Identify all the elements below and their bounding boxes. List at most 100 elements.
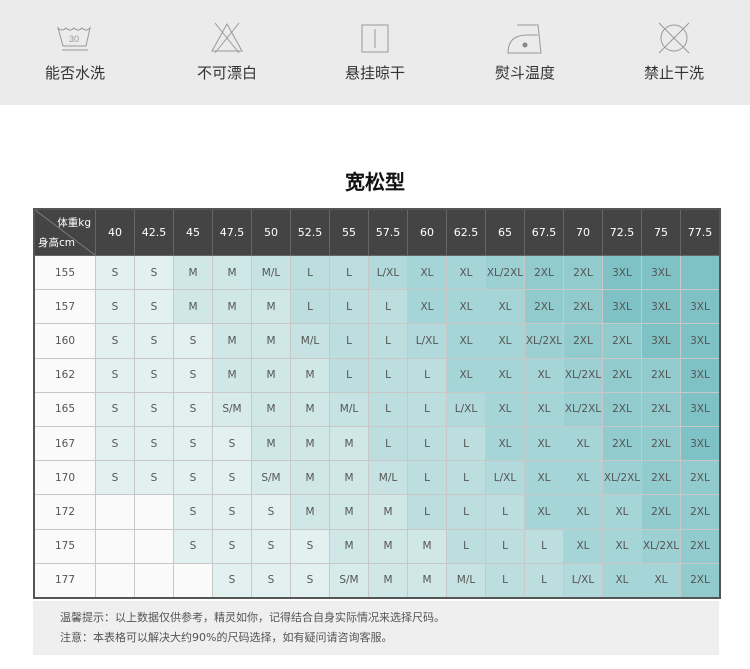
size-cell: S bbox=[212, 494, 252, 530]
size-cell: XL bbox=[446, 289, 486, 325]
size-cell: L bbox=[368, 425, 408, 462]
size-cell: L/XL bbox=[368, 254, 408, 291]
size-cell: S bbox=[173, 460, 213, 496]
size-cell: 2XL bbox=[641, 425, 681, 462]
header-row: 体重kg 身高cm 40 42.5 45 47.5 50 52.5 55 57.5 60 62.5… bbox=[33, 208, 721, 256]
size-cell: S bbox=[134, 357, 174, 393]
size-cell: 2XL bbox=[680, 460, 721, 496]
size-cell: S bbox=[173, 391, 213, 427]
weight-header: 65 bbox=[485, 208, 525, 256]
weight-header: 67.5 bbox=[524, 208, 564, 256]
size-cell: XL bbox=[524, 494, 564, 530]
size-cell: 2XL bbox=[680, 528, 721, 564]
size-cell: S bbox=[173, 528, 213, 564]
size-cell: L bbox=[524, 528, 564, 564]
size-cell: M bbox=[212, 289, 252, 325]
size-cell: 2XL bbox=[524, 289, 564, 325]
size-cell: L bbox=[407, 494, 447, 530]
size-cell: 3XL bbox=[680, 357, 721, 393]
size-cell: L bbox=[329, 323, 369, 359]
weight-header: 47.5 bbox=[212, 208, 252, 256]
care-dry: 悬挂晾干 bbox=[315, 20, 435, 83]
size-cell: L bbox=[368, 391, 408, 427]
size-cell: S bbox=[134, 254, 174, 291]
size-cell: M bbox=[173, 254, 213, 291]
size-cell: L/XL bbox=[407, 323, 447, 359]
page-title: 宽松型 bbox=[345, 170, 405, 194]
size-cell: M bbox=[368, 528, 408, 564]
size-cell: M bbox=[212, 357, 252, 393]
weight-header: 62.5 bbox=[446, 208, 486, 256]
size-cell: 2XL bbox=[524, 254, 564, 291]
care-label: 能否水洗 bbox=[44, 64, 105, 82]
size-cell: S bbox=[95, 460, 135, 496]
size-cell: S bbox=[251, 562, 291, 599]
size-cell: 3XL bbox=[602, 254, 642, 291]
size-cell: S bbox=[134, 391, 174, 427]
size-cell: L bbox=[446, 528, 486, 564]
size-cell: XL bbox=[446, 323, 486, 359]
size-cell: XL bbox=[563, 425, 603, 462]
size-cell: S/M bbox=[212, 391, 252, 427]
height-cell: 155 bbox=[33, 254, 96, 291]
size-cell: L bbox=[446, 425, 486, 462]
size-cell: S bbox=[251, 528, 291, 564]
size-cell: M bbox=[290, 460, 330, 496]
size-cell: XL bbox=[563, 494, 603, 530]
size-cell: XL/2XL bbox=[563, 391, 603, 427]
size-cell: M bbox=[407, 562, 447, 599]
size-cell: 3XL bbox=[680, 425, 721, 462]
size-cell: XL bbox=[485, 391, 525, 427]
size-cell: XL bbox=[485, 289, 525, 325]
weight-header: 52.5 bbox=[290, 208, 330, 256]
size-cell: S bbox=[212, 460, 252, 496]
size-cell bbox=[173, 562, 213, 599]
size-cell: M bbox=[251, 357, 291, 393]
care-iron: 熨斗温度 bbox=[465, 20, 585, 83]
size-cell: 2XL bbox=[680, 562, 721, 599]
table-row: 170 S S S S S/M M M M/L L L L/XL XL XL XL/2XL 2XL 2XL bbox=[33, 460, 721, 496]
size-cell: S bbox=[290, 528, 330, 564]
size-cell: M bbox=[251, 425, 291, 462]
size-cell: L bbox=[485, 562, 525, 599]
size-cell bbox=[95, 528, 135, 564]
size-cell: L bbox=[407, 357, 447, 393]
size-cell: 2XL bbox=[641, 357, 681, 393]
care-label: 禁止干洗 bbox=[643, 64, 704, 82]
no-dry-clean-icon bbox=[658, 22, 690, 54]
size-cell: M bbox=[251, 323, 291, 359]
size-cell: XL bbox=[524, 460, 564, 496]
care-label: 不可漂白 bbox=[196, 64, 257, 82]
size-cell bbox=[134, 562, 174, 599]
size-cell: L bbox=[407, 425, 447, 462]
size-cell: XL bbox=[602, 528, 642, 564]
height-cell: 172 bbox=[33, 494, 96, 530]
size-cell: 3XL bbox=[680, 289, 721, 325]
size-cell: XL bbox=[446, 254, 486, 291]
care-instructions-bar: 30 能否水洗 不可漂白 悬挂晾干 熨斗温度 禁止干洗 bbox=[0, 0, 750, 105]
size-cell: M/L bbox=[329, 391, 369, 427]
height-cell: 175 bbox=[33, 528, 96, 564]
weight-header: 75 bbox=[641, 208, 681, 256]
height-cell: 177 bbox=[33, 562, 96, 599]
care-dry-clean: 禁止干洗 bbox=[614, 20, 734, 83]
size-cell: S bbox=[95, 425, 135, 462]
size-cell: 3XL bbox=[680, 391, 721, 427]
size-cell bbox=[95, 494, 135, 530]
weight-header: 45 bbox=[173, 208, 213, 256]
size-cell: 3XL bbox=[641, 323, 681, 359]
notes-box: 温馨提示：以上数据仅供参考，精灵如你，记得结合自身实际情况来选择尺码。 注意：本… bbox=[33, 601, 719, 655]
size-cell: XL bbox=[524, 357, 564, 393]
table-row: 155 S S M M M/L L L L/XL XL XL XL/2XL 2XL 2XL 3XL 3XL bbox=[33, 254, 721, 291]
size-cell: M bbox=[407, 528, 447, 564]
size-cell: S bbox=[134, 323, 174, 359]
size-cell: 2XL bbox=[641, 494, 681, 530]
size-cell: 3XL bbox=[641, 289, 681, 325]
size-cell: M bbox=[290, 391, 330, 427]
size-cell: 2XL bbox=[602, 323, 642, 359]
size-cell: S bbox=[251, 494, 291, 530]
size-cell: 2XL bbox=[563, 323, 603, 359]
size-cell: XL bbox=[407, 254, 447, 291]
size-cell: M bbox=[290, 357, 330, 393]
hang-dry-icon bbox=[361, 24, 389, 53]
